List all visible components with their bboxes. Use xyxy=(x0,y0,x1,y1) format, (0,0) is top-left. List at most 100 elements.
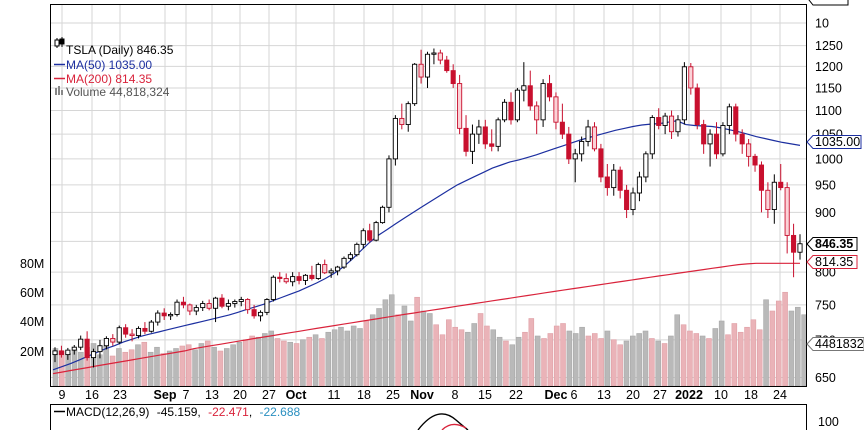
volume-bar xyxy=(611,339,617,387)
candle xyxy=(392,115,398,166)
legend-volume-text: Volume 44,818,324 xyxy=(66,85,170,99)
candle xyxy=(264,298,270,316)
volume-bar xyxy=(712,328,719,387)
x-tick-label: 18 xyxy=(744,388,758,402)
candle xyxy=(373,220,379,242)
x-tick-label: 27 xyxy=(262,388,276,402)
candle xyxy=(630,187,636,216)
candle xyxy=(495,117,501,152)
volume-bar xyxy=(528,318,535,387)
candle xyxy=(110,334,116,346)
candle xyxy=(193,304,199,316)
x-tick-label: Oct xyxy=(286,388,308,402)
volume-tick-label: 60M xyxy=(20,286,44,300)
volume-bar xyxy=(122,351,129,387)
volume-bar xyxy=(293,343,300,387)
volume-bar xyxy=(388,294,395,387)
candle xyxy=(180,296,186,309)
price-tick-label: 1200 xyxy=(815,60,843,74)
candle xyxy=(290,272,296,287)
volume-bar xyxy=(204,340,211,387)
volume-bar xyxy=(737,331,744,387)
x-tick-label: 7 xyxy=(183,388,190,402)
candlesticks xyxy=(52,48,803,368)
candle xyxy=(476,119,482,144)
volume-tick-label: 80M xyxy=(20,257,44,271)
volume-bars xyxy=(52,291,807,387)
volume-bar xyxy=(668,335,674,387)
candle xyxy=(482,119,488,149)
candle xyxy=(257,310,264,322)
candle xyxy=(341,256,347,269)
candle xyxy=(688,62,694,95)
candle xyxy=(123,324,129,338)
price-tick-label: 750 xyxy=(815,298,836,312)
candle xyxy=(84,331,90,361)
volume-marker: 4481832 xyxy=(806,337,864,351)
candle xyxy=(302,274,309,285)
volume-bar xyxy=(515,336,522,387)
volume-bar xyxy=(541,338,547,387)
candle xyxy=(534,101,540,135)
volume-bar xyxy=(357,328,363,387)
candle xyxy=(514,87,520,123)
x-tick-label: 15 xyxy=(478,388,492,402)
macd-legend: MACD(12,26,9) -45.159, -22.471, -22.688 xyxy=(54,405,301,419)
volume-bar xyxy=(699,335,706,387)
ma50-marker: 1035.00 xyxy=(806,135,862,149)
price-panel-frame xyxy=(50,4,807,387)
volume-bar xyxy=(363,320,370,387)
volume-bar xyxy=(382,299,389,387)
x-tick-label: 22 xyxy=(509,388,523,402)
price-tick-label: 1150 xyxy=(815,81,842,95)
volume-bar xyxy=(300,339,306,387)
volume-bar xyxy=(338,326,344,387)
volume-bar xyxy=(623,340,630,387)
candle xyxy=(450,64,456,88)
x-tick-label: 25 xyxy=(386,388,400,402)
x-tick-label: 10 xyxy=(714,388,728,402)
ma50-marker-text: 1035.00 xyxy=(815,135,860,149)
volume-bar xyxy=(71,349,78,387)
legend-ma50-text: MA(50) 1035.00 xyxy=(66,58,152,72)
candle xyxy=(681,62,687,125)
candle xyxy=(502,99,508,123)
volume-bar xyxy=(376,308,382,387)
volume-bar xyxy=(414,296,420,387)
price-tick-label: 1000 xyxy=(815,152,843,166)
candle xyxy=(791,223,797,278)
candle xyxy=(116,325,122,345)
candle xyxy=(232,299,238,308)
volume-bar xyxy=(674,314,681,387)
last-price-marker: 846.35 xyxy=(806,237,858,251)
candle xyxy=(656,108,662,130)
volume-bar xyxy=(274,338,281,387)
candle xyxy=(572,148,578,183)
last-price-text: 846.35 xyxy=(815,237,853,251)
candle xyxy=(707,129,713,167)
candle xyxy=(765,182,771,219)
candle xyxy=(52,347,58,363)
candle xyxy=(701,119,707,154)
price-tick-label: 900 xyxy=(815,206,836,220)
price-axis: 6507007508008509009501000105011001150120… xyxy=(815,17,843,386)
volume-bar xyxy=(471,323,477,387)
volume-bar xyxy=(287,341,293,387)
volume-bar xyxy=(496,336,503,387)
candle xyxy=(566,126,572,164)
x-tick-label: 13 xyxy=(597,388,611,402)
macd-legend-text: MACD(12,26,9) -45.159, -22.471, -22.688 xyxy=(66,405,301,419)
x-tick-label: 18 xyxy=(357,388,371,402)
volume-bar xyxy=(591,333,598,387)
volume-bar xyxy=(306,336,313,387)
macd-signal-line xyxy=(441,423,467,430)
volume-bar xyxy=(433,324,439,387)
volume-bar xyxy=(268,330,274,387)
candle xyxy=(669,110,675,139)
candle xyxy=(604,163,610,196)
volume-bar xyxy=(395,314,401,387)
volume-bar xyxy=(490,329,497,387)
price-tick-label: 10 xyxy=(815,17,829,31)
volume-bar xyxy=(135,344,141,387)
candle xyxy=(399,103,405,130)
